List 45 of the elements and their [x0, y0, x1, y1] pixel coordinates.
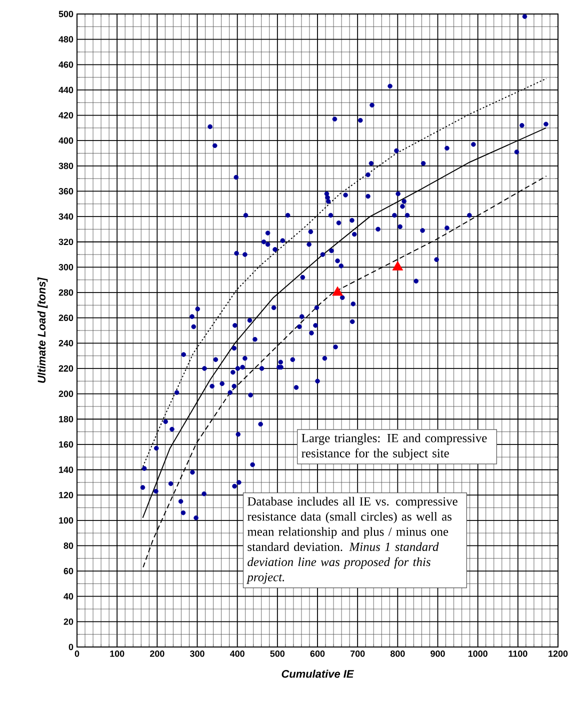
- x-tick-label: 800: [390, 650, 405, 657]
- y-tick-label: 60: [64, 568, 74, 574]
- x-tick-label: 400: [230, 650, 244, 657]
- y-tick-label: 480: [58, 36, 74, 42]
- line-series: [142, 176, 547, 568]
- y-tick-label: 440: [58, 86, 74, 94]
- y-tick-label: 280: [58, 289, 74, 296]
- x-tick-label: 600: [310, 650, 325, 657]
- y-tick-label: 460: [58, 61, 74, 68]
- y-tick-label: 300: [58, 264, 74, 270]
- y-tick-label: 260: [58, 314, 74, 322]
- y-tick-label: 500: [58, 10, 74, 18]
- y-tick-label: 160: [59, 441, 74, 448]
- y-tick-label: 340: [58, 213, 74, 220]
- y-tick-label: 80: [64, 542, 74, 549]
- y-tick-label: 120: [59, 492, 74, 498]
- x-tick-label: 1200: [548, 650, 568, 657]
- y-tick-label: 0: [68, 644, 74, 650]
- x-tick-label: 300: [190, 650, 204, 657]
- annotation: Large triangles: IE and compressive resistance for the subject site: [302, 434, 487, 460]
- annotation: Database includes all IE vs. compressive resistance data (small circles) as well as mean relationship and plus / minus one standard deviation. Minus 1 standard deviation line was proposed for this project.: [246, 496, 458, 584]
- x-tick-label: 1000: [468, 650, 488, 657]
- y-tick-label: 400: [58, 137, 74, 144]
- y-tick-label: 240: [58, 340, 74, 346]
- y-tick-label: 100: [59, 517, 74, 524]
- x-tick-label: 1100: [508, 650, 528, 657]
- y-tick-label: 180: [59, 416, 74, 422]
- y-tick-label: 360: [58, 188, 74, 194]
- line-series: [141, 78, 547, 470]
- y-tick-label: 220: [58, 365, 74, 372]
- y-tick-label: 320: [58, 238, 74, 246]
- x-axis-title: Cumulative IE: [282, 670, 354, 678]
- y-tick-label: 140: [59, 466, 74, 473]
- y-tick-label: 380: [58, 162, 74, 170]
- x-tick-label: 900: [430, 650, 445, 657]
- x-tick-label: 0: [74, 650, 80, 657]
- x-tick-label: 200: [150, 650, 164, 657]
- y-tick-label: 200: [58, 390, 74, 397]
- x-tick-label: 100: [110, 650, 124, 657]
- x-tick-label: 700: [350, 650, 365, 657]
- y-tick-label: 40: [64, 593, 74, 600]
- x-tick-label: 500: [270, 650, 285, 657]
- y-tick-label: 20: [64, 618, 74, 625]
- y-tick-label: 420: [58, 112, 74, 118]
- y-axis-title: Ultimate Load [tons]: [37, 277, 48, 383]
